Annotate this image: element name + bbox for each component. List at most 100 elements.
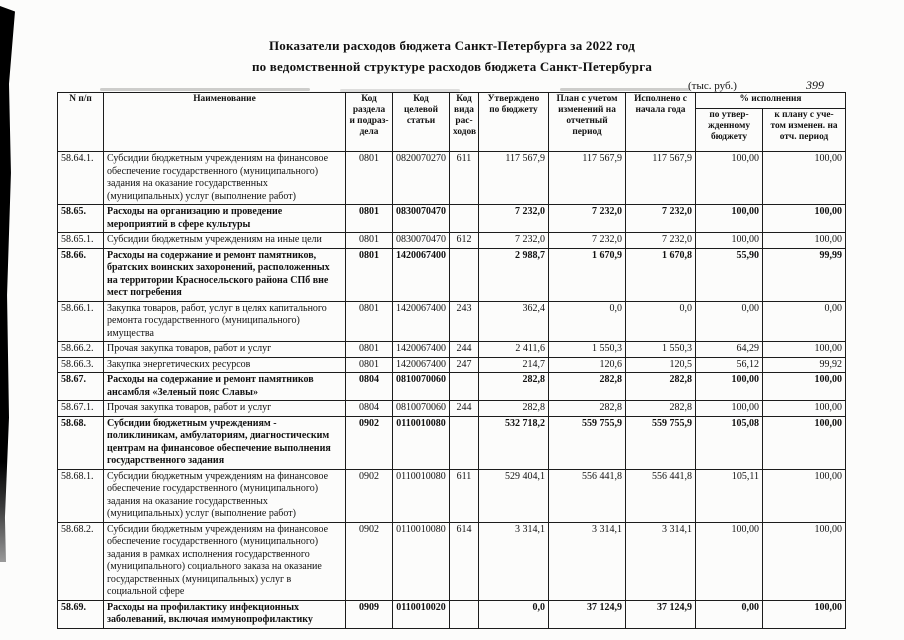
cell-plan: 3 314,1 (548, 521, 626, 601)
cell-name: Расходы на содержание и ремонт памятнико… (103, 372, 346, 401)
cell-pct_utv: 100,00 (695, 372, 763, 401)
table-row: 58.65.1. Субсидии бюджетным учреждениям н… (57, 232, 847, 249)
table-row: 58.66.1. Закупка товаров, работ, услуг в … (57, 300, 847, 342)
cell-statya: 0110010080 (392, 415, 450, 470)
cell-isp: 7 232,0 (625, 232, 696, 249)
col-header-statya: Код целевой статьи (392, 92, 450, 152)
cell-vid (449, 204, 479, 233)
col-header-vid: Код вида рас- ходов (449, 92, 479, 152)
cell-num: 58.65. (57, 204, 104, 233)
cell-name: Расходы на организацию и проведение меро… (103, 204, 346, 233)
table-row: 58.67.1. Прочая закупка товаров, работ и … (57, 400, 847, 417)
cell-utv: 214,7 (478, 356, 549, 373)
cell-plan: 117 567,9 (548, 151, 626, 205)
cell-razdel: 0801 (345, 300, 393, 342)
table-row: 58.66.3. Закупка энергетических ресурсов 0… (57, 356, 847, 373)
cell-name: Субсидии бюджетным учреждениям на финанс… (103, 468, 346, 523)
table-row: 58.65. Расходы на организацию и проведени… (57, 204, 847, 233)
cell-plan: 7 232,0 (548, 204, 626, 233)
cell-razdel: 0804 (345, 400, 393, 417)
cell-name: Расходы на содержание и ремонт памятнико… (103, 247, 346, 302)
scan-streak-artifact (100, 88, 310, 91)
cell-isp: 120,5 (625, 356, 696, 373)
cell-name: Субсидии бюджетным учреждениям - поликли… (103, 415, 346, 470)
cell-isp: 117 567,9 (625, 151, 696, 205)
cell-statya: 0820070270 (392, 151, 450, 205)
cell-num: 58.66.2. (57, 341, 104, 358)
cell-statya: 0110010080 (392, 468, 450, 523)
budget-expenditures-table: N п/п Наименование Код раздела и подраз-… (57, 92, 847, 629)
cell-pct_utv: 100,00 (695, 521, 763, 601)
cell-pct_plan: 99,92 (761, 356, 847, 373)
table-row: 58.68.1. Субсидии бюджетным учреждениям н… (57, 468, 847, 523)
cell-pct_plan: 100,00 (761, 204, 847, 233)
cell-pct_plan: 100,00 (761, 599, 847, 629)
cell-pct_plan: 100,00 (761, 151, 847, 205)
cell-pct_utv: 0,00 (695, 599, 763, 629)
col-header-pct-plan: к плану с уче- том изменен. на отч. пери… (761, 108, 847, 152)
cell-utv: 362,4 (478, 300, 549, 342)
cell-statya: 0110010020 (392, 599, 450, 629)
cell-vid: 611 (449, 151, 479, 205)
cell-vid: 612 (449, 232, 479, 249)
cell-statya: 1420067400 (392, 356, 450, 373)
document-title-line1: Показатели расходов бюджета Санкт-Петерб… (269, 38, 635, 53)
cell-num: 58.67. (57, 372, 104, 401)
cell-pct_utv: 55,90 (695, 247, 763, 302)
scan-streak-artifact (560, 88, 690, 91)
cell-vid: 244 (449, 400, 479, 417)
cell-razdel: 0801 (345, 204, 393, 233)
cell-name: Закупка товаров, работ, услуг в целях ка… (103, 300, 346, 342)
cell-pct_plan: 100,00 (761, 341, 847, 358)
cell-name: Прочая закупка товаров, работ и услуг (103, 400, 346, 417)
cell-utv: 7 232,0 (478, 204, 549, 233)
cell-vid (449, 599, 479, 629)
cell-razdel: 0801 (345, 247, 393, 302)
cell-pct_utv: 64,29 (695, 341, 763, 358)
cell-pct_utv: 100,00 (695, 204, 763, 233)
cell-pct_utv: 56,12 (695, 356, 763, 373)
cell-vid: 611 (449, 468, 479, 523)
cell-pct_plan: 0,00 (761, 300, 847, 342)
cell-num: 58.66.1. (57, 300, 104, 342)
cell-name: Субсидии бюджетным учреждениям на финанс… (103, 521, 346, 601)
table-row: 58.66. Расходы на содержание и ремонт пам… (57, 247, 847, 302)
table-row: 58.69. Расходы на профилактику инфекционн… (57, 599, 847, 629)
cell-isp: 3 314,1 (625, 521, 696, 601)
cell-plan: 37 124,9 (548, 599, 626, 629)
cell-plan: 556 441,8 (548, 468, 626, 523)
table-row: 58.68. Субсидии бюджетным учреждениям - п… (57, 415, 847, 470)
cell-num: 58.64.1. (57, 151, 104, 205)
cell-utv: 282,8 (478, 372, 549, 401)
cell-vid: 244 (449, 341, 479, 358)
cell-razdel: 0804 (345, 372, 393, 401)
table-body: 58.64.1. Субсидии бюджетным учреждениям н… (57, 151, 847, 629)
col-header-num: N п/п (57, 92, 104, 152)
cell-num: 58.66. (57, 247, 104, 302)
cell-isp: 0,0 (625, 300, 696, 342)
cell-razdel: 0902 (345, 468, 393, 523)
cell-vid (449, 372, 479, 401)
col-header-plan: План с учетом изменений на отчетный пери… (548, 92, 626, 152)
table-row: 58.64.1. Субсидии бюджетным учреждениям н… (57, 151, 847, 205)
cell-vid: 614 (449, 521, 479, 601)
cell-num: 58.68.2. (57, 521, 104, 601)
cell-pct_plan: 100,00 (761, 521, 847, 601)
cell-statya: 0830070470 (392, 232, 450, 249)
cell-name: Закупка энергетических ресурсов (103, 356, 346, 373)
cell-razdel: 0902 (345, 415, 393, 470)
cell-vid: 247 (449, 356, 479, 373)
cell-statya: 1420067400 (392, 341, 450, 358)
cell-statya: 0830070470 (392, 204, 450, 233)
cell-utv: 282,8 (478, 400, 549, 417)
cell-statya: 0810070060 (392, 372, 450, 401)
cell-pct_plan: 100,00 (761, 468, 847, 523)
cell-razdel: 0902 (345, 521, 393, 601)
scan-streak-artifact (340, 89, 460, 92)
document-title-line2: по ведомственной структуре расходов бюдж… (251, 59, 653, 74)
cell-vid: 243 (449, 300, 479, 342)
cell-utv: 3 314,1 (478, 521, 549, 601)
col-header-isp: Исполнено с начала года (625, 92, 696, 152)
cell-isp: 559 755,9 (625, 415, 696, 470)
